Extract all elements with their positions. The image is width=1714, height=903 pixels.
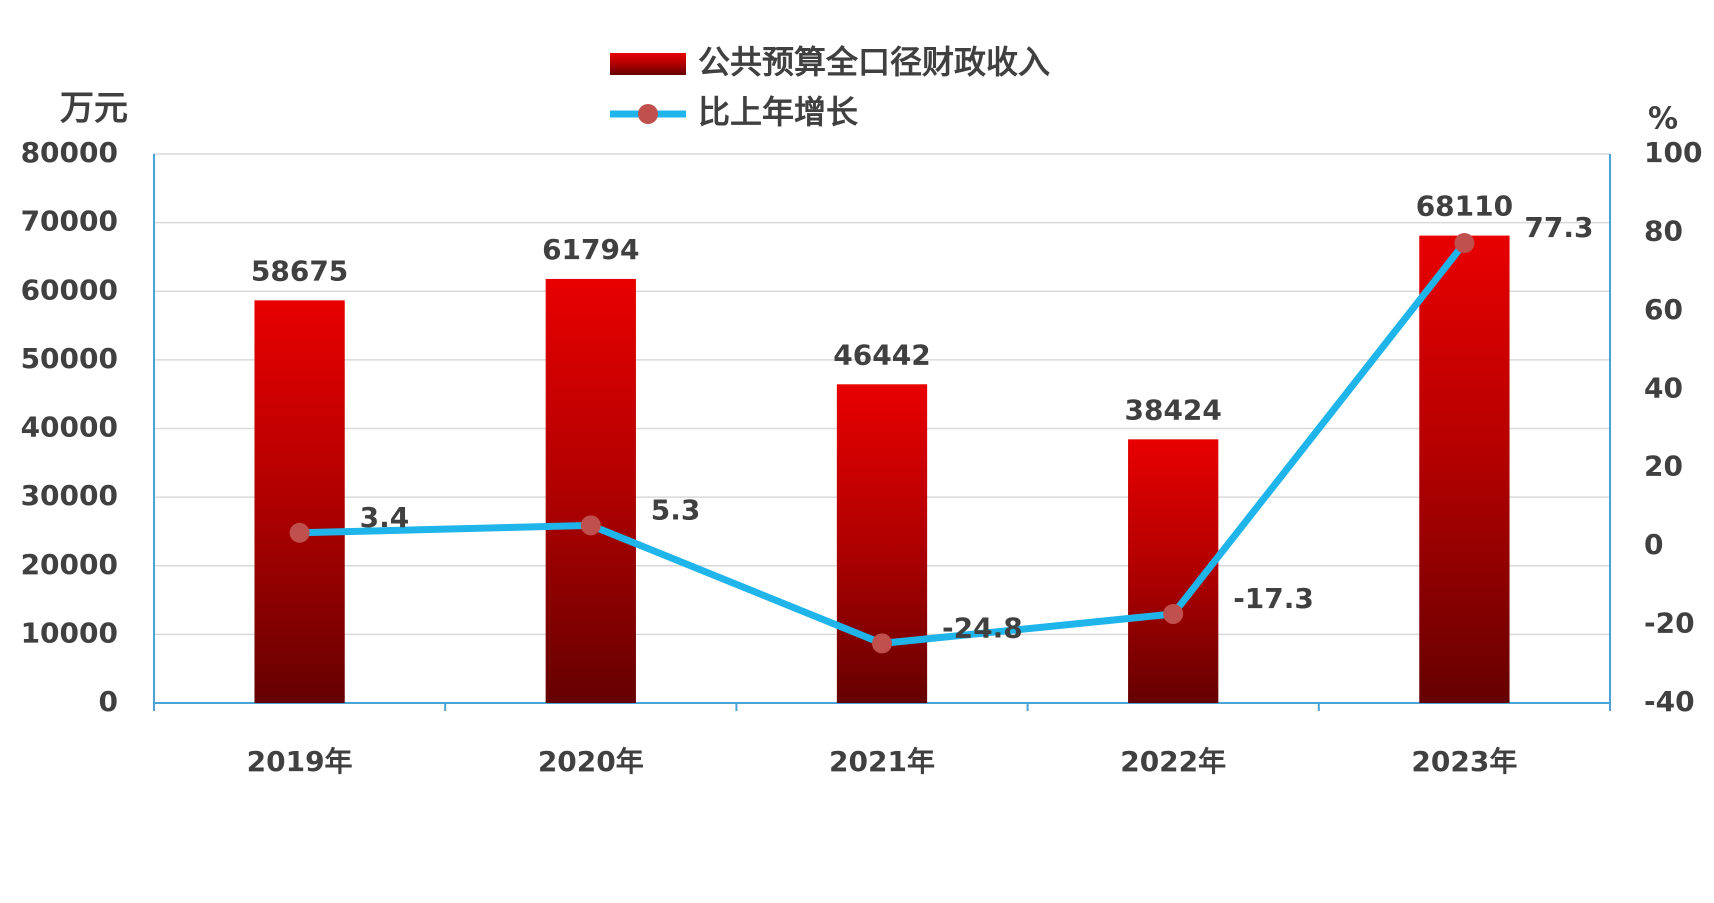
- line-value-label: -17.3: [1233, 582, 1314, 615]
- bar-value-label: 46442: [833, 338, 930, 371]
- y2-tick-label: 0: [1644, 528, 1663, 561]
- bar-value-label: 68110: [1416, 190, 1513, 223]
- line-marker: [1163, 603, 1184, 624]
- y2-tick-label: -40: [1644, 685, 1695, 718]
- line-marker: [289, 522, 310, 543]
- y2-tick-label: -20: [1644, 607, 1695, 640]
- y-axis-label: 万元: [60, 89, 128, 129]
- line-value-label: 77.3: [1524, 211, 1593, 244]
- y2-tick-label: 20: [1644, 450, 1683, 483]
- line-value-label: -24.8: [942, 611, 1023, 644]
- y-tick-label: 60000: [21, 273, 118, 306]
- y-tick-label: 70000: [21, 205, 118, 238]
- legend-label: 比上年增长: [698, 93, 858, 131]
- y-tick-label: 20000: [21, 548, 118, 581]
- bar: [254, 300, 345, 703]
- y-tick-label: 30000: [21, 479, 118, 512]
- y2-axis-label: %: [1648, 102, 1678, 137]
- line-marker: [1454, 233, 1475, 254]
- y-tick-label: 0: [99, 685, 118, 718]
- bar: [545, 278, 636, 703]
- y-tick-label: 40000: [21, 411, 118, 444]
- x-tick-label: 2023年: [1411, 745, 1517, 778]
- y2-tick-label: 40: [1644, 371, 1683, 404]
- line-value-label: 3.4: [360, 501, 410, 534]
- bar: [836, 384, 928, 703]
- legend-label: 公共预算全口径财政收入: [698, 43, 1050, 81]
- x-tick-label: 2021年: [829, 745, 935, 778]
- bar-value-label: 61794: [542, 233, 639, 266]
- x-tick-label: 2019年: [247, 745, 353, 778]
- line-marker: [872, 633, 892, 654]
- legend-swatch: [610, 53, 686, 75]
- line-marker: [580, 515, 601, 536]
- y-tick-label: 80000: [21, 136, 118, 169]
- x-tick-label: 2022年: [1120, 745, 1226, 778]
- y2-tick-label: 60: [1644, 293, 1683, 326]
- legend-marker: [638, 104, 658, 124]
- bar: [1419, 235, 1510, 703]
- x-tick-label: 2020年: [538, 745, 644, 778]
- y-tick-label: 10000: [21, 616, 118, 649]
- y2-tick-label: 80: [1644, 214, 1683, 247]
- bar-value-label: 58675: [251, 254, 348, 287]
- y2-tick-label: 100: [1644, 136, 1702, 169]
- y-tick-label: 50000: [21, 342, 118, 375]
- bar-value-label: 38424: [1124, 393, 1221, 426]
- line-value-label: 5.3: [651, 493, 701, 526]
